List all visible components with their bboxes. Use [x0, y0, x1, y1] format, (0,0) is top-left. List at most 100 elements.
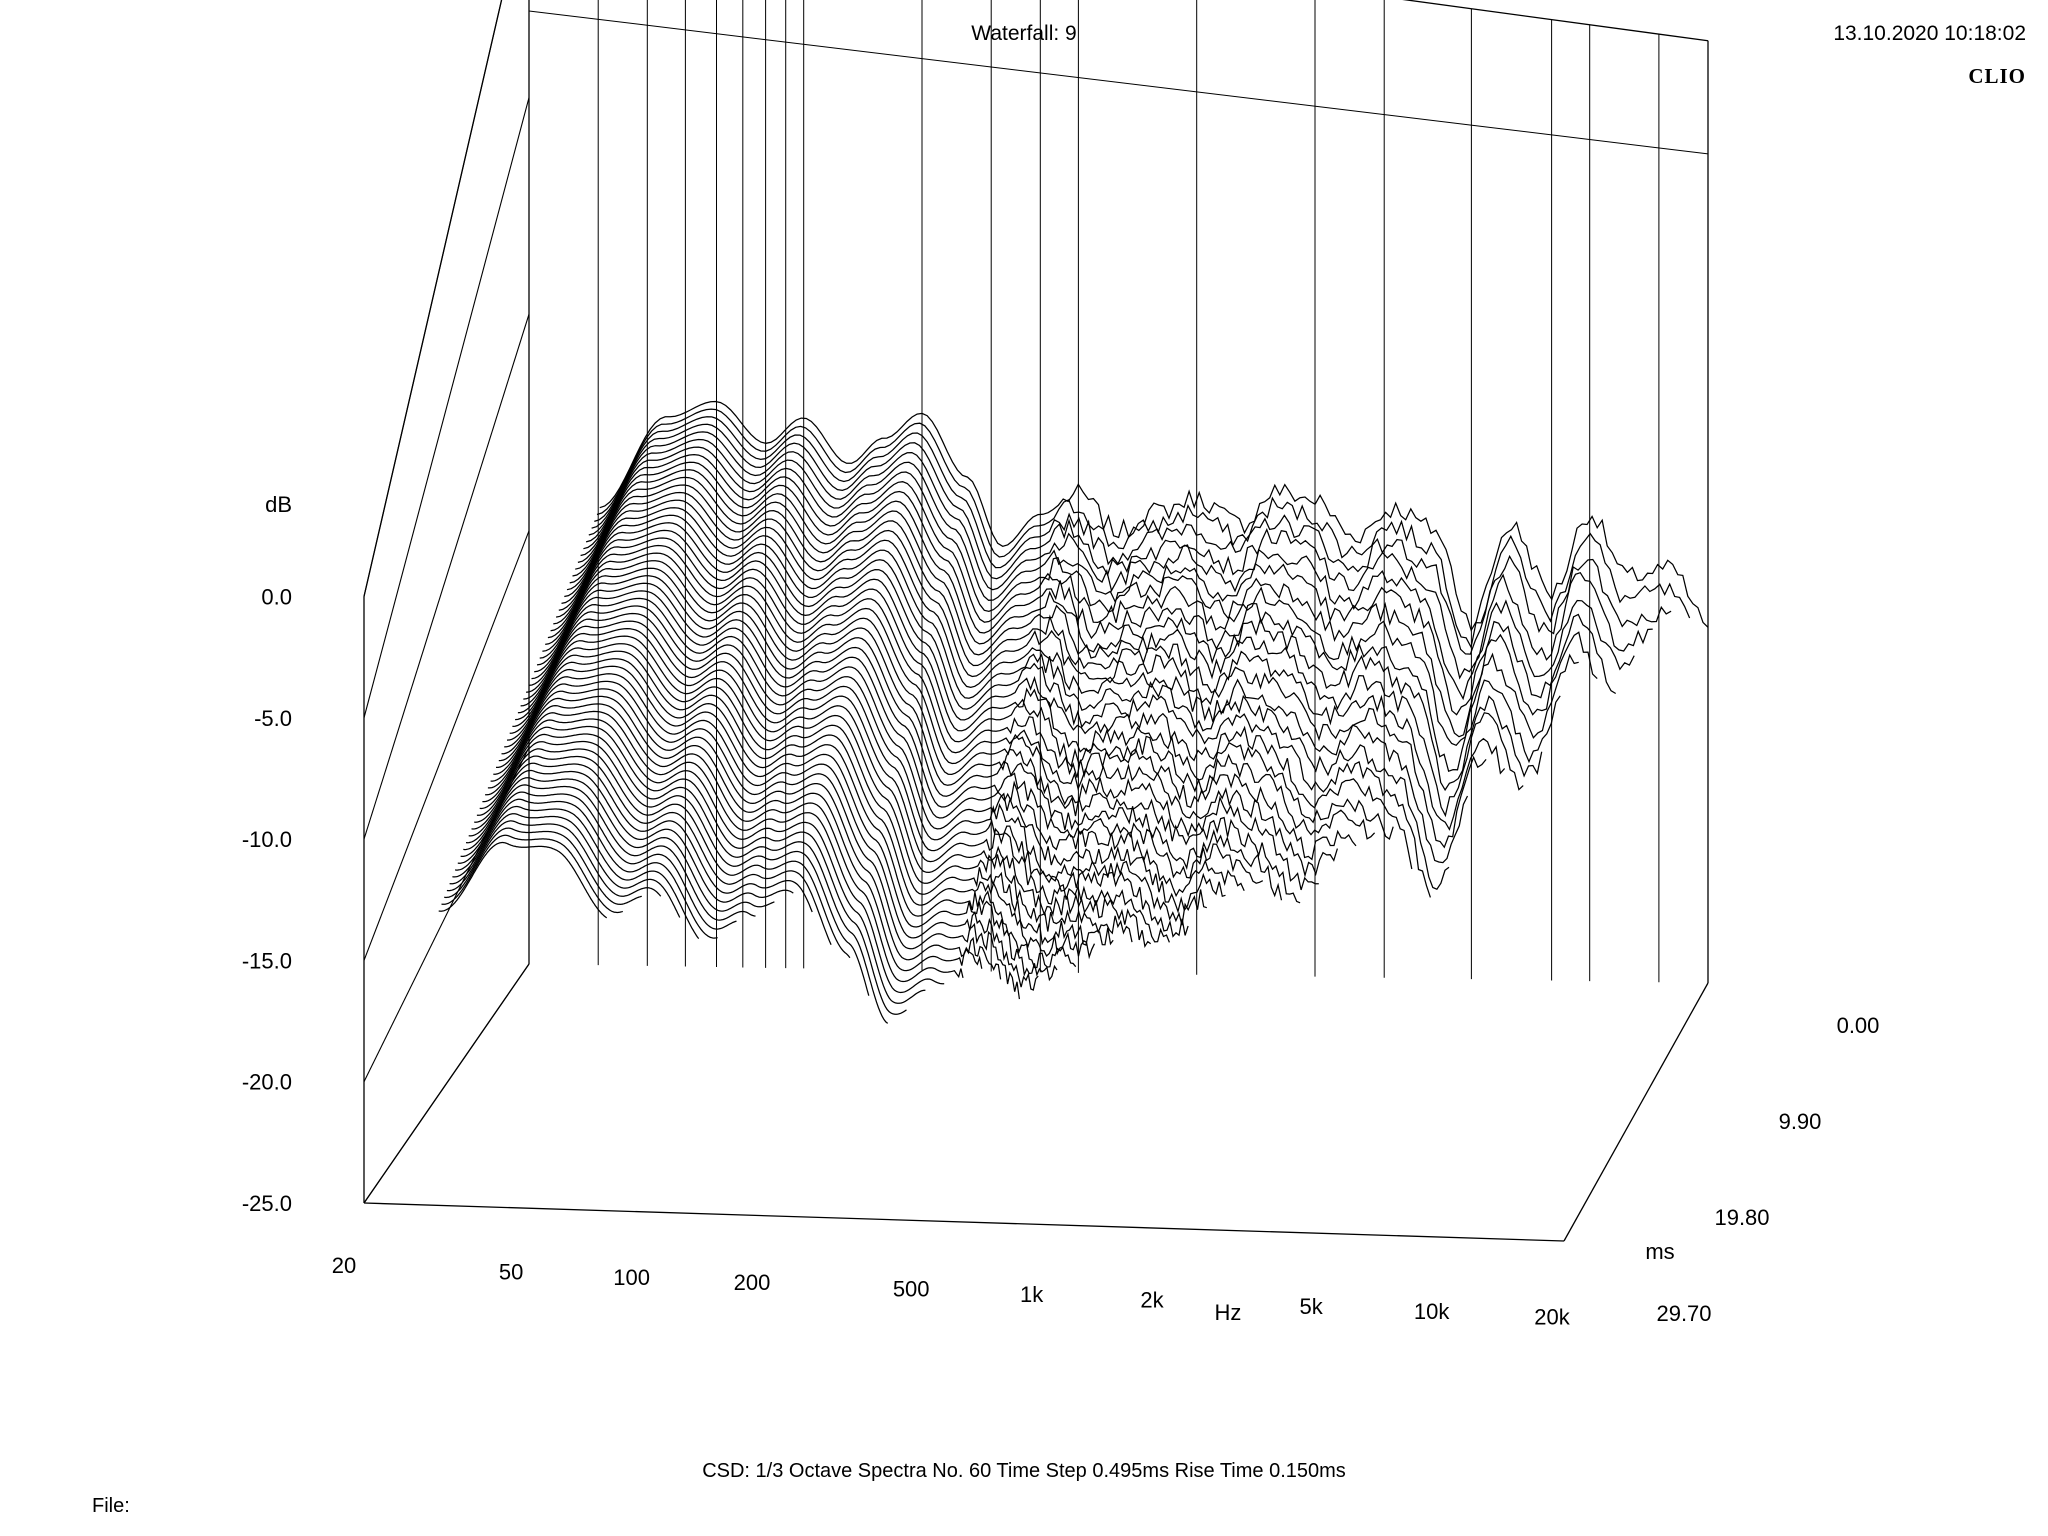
spectrum-curve-59	[438, 841, 608, 919]
spectrum-curve-42	[485, 718, 926, 1004]
freq-tick-label: 100	[613, 1265, 650, 1290]
front-baseline	[363, 1202, 1565, 1242]
dB-axis-label: dB	[265, 492, 292, 517]
spectrum-curve-16	[555, 522, 1413, 870]
spectrum-curve-12	[566, 491, 1487, 849]
spectrum-curve-34	[506, 658, 1077, 969]
spectrum-curve-7	[580, 453, 1579, 747]
measurement-settings: CSD: 1/3 Octave Spectra No. 60 Time Step…	[702, 1460, 1346, 1482]
spectrum-curve-11	[569, 484, 1506, 831]
freq-tick-label: 10k	[1414, 1299, 1450, 1324]
spectrum-curve-54	[452, 805, 700, 939]
spectrum-curve-22	[539, 567, 1301, 904]
time-tick-label: 29.70	[1656, 1301, 1711, 1326]
spectrum-curve-15	[558, 514, 1431, 898]
spectrum-curve-23	[536, 575, 1283, 901]
spectrum-curve-51	[460, 784, 756, 921]
axes-frame	[363, 0, 1709, 1242]
chart-title: Waterfall: 9	[971, 22, 1077, 45]
timestamp: 13.10.2020 10:18:02	[1833, 22, 2026, 45]
spectrum-curve-49	[465, 769, 794, 903]
left-floor-edge	[363, 963, 530, 1204]
dB-tick-label: -10.0	[242, 827, 292, 852]
right-floor-edge	[1563, 982, 1709, 1242]
spectrum-curve-39	[493, 695, 983, 972]
spectrum-curve-38	[496, 688, 1002, 980]
spectrum-curve-13	[564, 499, 1469, 864]
spectrum-curve-37	[498, 680, 1021, 1000]
spectrum-curve-32	[512, 643, 1114, 946]
back-top-edge	[1402, 0, 1709, 42]
spectrum-curve-10	[572, 476, 1524, 818]
spectrum-curve-1	[596, 408, 1691, 650]
dB-tick-label: -20.0	[242, 1070, 292, 1095]
freq-tick-label: 20k	[1534, 1305, 1570, 1330]
dB-grid-line	[363, 314, 530, 840]
spectrum-curve-2	[594, 416, 1672, 655]
spectrum-curve-41	[487, 710, 945, 994]
time-tick-label: 9.90	[1779, 1109, 1822, 1134]
spectrum-curve-4	[588, 431, 1635, 701]
spectrum-curve-47	[471, 755, 832, 946]
spectrum-curve-29	[520, 620, 1170, 943]
freq-tick-label: 2k	[1140, 1287, 1164, 1312]
spectrum-curve-35	[504, 665, 1058, 982]
freq-axis-label: Hz	[1215, 1300, 1242, 1325]
spectrum-curve-17	[553, 529, 1394, 841]
dB-grid-line	[363, 0, 503, 597]
spectra-curves	[438, 400, 1709, 1024]
spectrum-curve-46	[474, 748, 851, 959]
spectrum-curve-44	[479, 733, 889, 1024]
spectrum-curve-30	[517, 627, 1152, 949]
time-tick-label: 0.00	[1837, 1013, 1880, 1038]
dB-tick-label: -25.0	[242, 1191, 292, 1216]
spectrum-curve-53	[454, 798, 718, 939]
spectrum-curve-50	[463, 777, 775, 912]
spectrum-curve-28	[523, 612, 1189, 938]
brand-logo-text: CLIO	[1968, 64, 2026, 88]
spectrum-curve-24	[534, 582, 1264, 884]
spectrum-curve-57	[444, 827, 642, 906]
file-label: File:	[92, 1495, 130, 1517]
dB-tick-label: -5.0	[254, 706, 292, 731]
spectrum-curve-21	[542, 560, 1319, 891]
spectrum-curve-40	[490, 703, 964, 983]
spectrum-curve-36	[501, 673, 1039, 991]
spectrum-curve-55	[449, 813, 681, 918]
spectrum-curve-43	[482, 725, 907, 1015]
dB-tick-label: 0.0	[261, 585, 292, 610]
spectrum-curve-27	[526, 605, 1207, 926]
tick-labels: 0.0 -5.0 -10.0 -15.0 -20.0 -25.0 dB 20 50 100 200 5…	[242, 492, 1880, 1330]
spectrum-curve-52	[457, 791, 737, 930]
spectrum-curve-0	[599, 400, 1709, 632]
dB-grid-line	[363, 97, 530, 718]
time-axis-label: ms	[1645, 1239, 1674, 1264]
spectrum-curve-56	[446, 820, 662, 897]
back-grid-line	[528, 10, 1709, 155]
spectrum-curve-33	[509, 650, 1096, 960]
spectrum-curve-5	[585, 438, 1617, 716]
spectrum-curve-26	[528, 597, 1226, 914]
spectrum-curve-45	[476, 740, 870, 996]
spectrum-curve-9	[575, 469, 1543, 792]
spectrum-curve-31	[515, 635, 1133, 943]
spectrum-curve-6	[583, 446, 1598, 738]
freq-tick-label: 1k	[1020, 1282, 1044, 1307]
spectrum-curve-25	[531, 590, 1245, 898]
dB-tick-label: -15.0	[242, 948, 292, 973]
spectrum-curve-18	[550, 537, 1376, 840]
freq-tick-label: 20	[332, 1253, 356, 1278]
spectrum-curve-8	[577, 461, 1561, 773]
spectrum-curve-48	[468, 762, 813, 913]
spectrum-curve-14	[561, 507, 1450, 890]
spectrum-curve-58	[441, 834, 624, 914]
dB-grid-line	[363, 530, 530, 961]
freq-tick-label: 5k	[1300, 1294, 1324, 1319]
time-tick-label: 19.80	[1714, 1205, 1769, 1230]
spectrum-curve-20	[545, 552, 1338, 878]
spectrum-curve-19	[547, 544, 1357, 861]
freq-tick-label: 200	[734, 1270, 771, 1295]
freq-tick-label: 500	[893, 1277, 930, 1302]
freq-tick-label: 50	[499, 1260, 523, 1285]
